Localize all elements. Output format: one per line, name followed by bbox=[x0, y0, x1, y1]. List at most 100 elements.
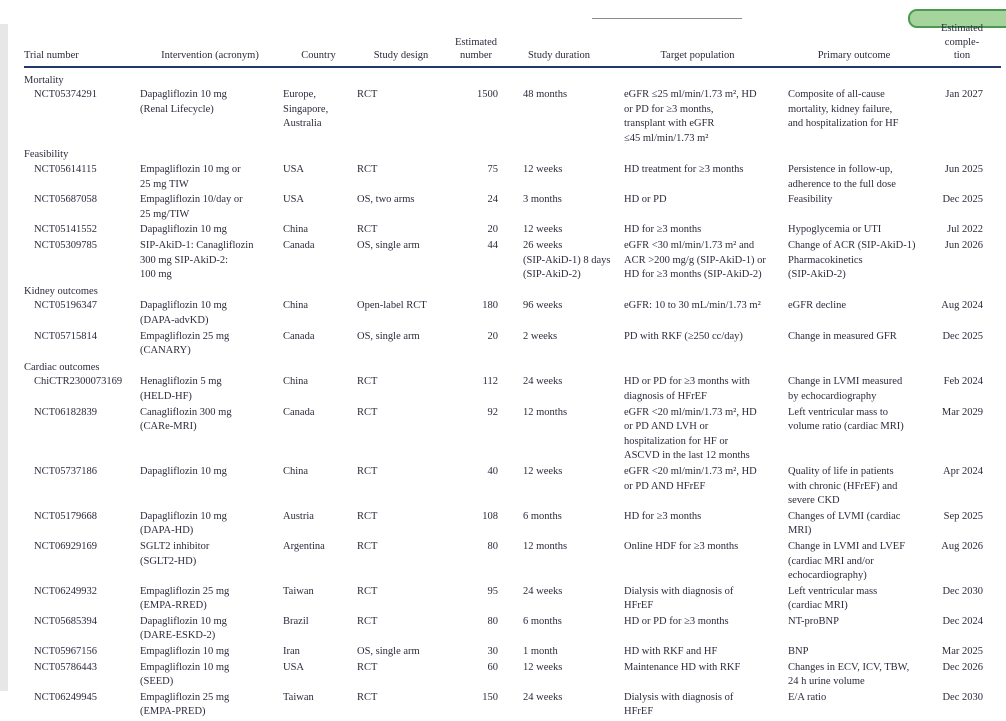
cell-intervention: Dapagliflozin 10 mg (DAPA-HD) bbox=[140, 510, 227, 537]
cell-trial-number: NCT05179668 bbox=[34, 510, 97, 522]
cell-trial-number: NCT05309785 bbox=[34, 240, 97, 252]
cell-intervention: Empagliflozin 25 mg (EMPA-RRED) bbox=[140, 585, 230, 612]
column-header-trial-number: Trial number bbox=[24, 50, 79, 61]
cell-country: USA bbox=[283, 164, 305, 176]
cell-country: Europe, Singapore, Australia bbox=[283, 89, 329, 130]
table-row: NCT05309785 SIP-AkiD-1: Canagliflozin 300… bbox=[24, 239, 1001, 283]
cell-country: Canada bbox=[283, 240, 315, 252]
cell-estimated-completion: Jul 2022 bbox=[947, 224, 983, 236]
cell-estimated-completion: Mar 2025 bbox=[941, 646, 983, 658]
cell-study-design: RCT bbox=[357, 615, 378, 627]
cell-country: China bbox=[283, 376, 309, 388]
cell-study-design: OS, single arm bbox=[357, 646, 420, 658]
section-label: Cardiac outcomes bbox=[24, 361, 100, 373]
cell-trial-number: NCT05715814 bbox=[34, 330, 97, 342]
cell-target-population: eGFR ≤25 ml/min/1.73 m², HD or PD for ≥3… bbox=[624, 89, 757, 144]
cell-country: Iran bbox=[283, 646, 300, 658]
cell-estimated-number: 30 bbox=[487, 646, 499, 658]
cell-estimated-completion: Dec 2026 bbox=[942, 661, 983, 673]
cell-study-design: RCT bbox=[357, 510, 378, 522]
cell-trial-number: NCT05196347 bbox=[34, 300, 97, 312]
cell-primary-outcome: Feasibility bbox=[788, 194, 833, 206]
cell-estimated-completion: Mar 2029 bbox=[941, 406, 983, 418]
cell-estimated-number: 180 bbox=[482, 300, 498, 312]
cell-trial-number: ChiCTR2300073169 bbox=[34, 376, 123, 388]
cell-country: Canada bbox=[283, 330, 315, 342]
cell-intervention: SGLT2 inhibitor (SGLT2-HD) bbox=[140, 540, 210, 567]
cell-target-population: Online HDF for ≥3 months bbox=[624, 540, 739, 552]
cell-estimated-number: 108 bbox=[482, 510, 498, 522]
page: Trial number Intervention (acronym) Countr… bbox=[0, 9, 1006, 718]
cell-target-population: Dialysis with diagnosis of HFrEF bbox=[624, 585, 734, 612]
column-header-country: Country bbox=[301, 50, 336, 61]
cell-study-design: OS, single arm bbox=[357, 240, 420, 252]
cell-estimated-completion: Jun 2026 bbox=[944, 240, 983, 252]
cell-estimated-number: 80 bbox=[487, 615, 499, 627]
cell-study-design: RCT bbox=[357, 376, 378, 388]
cell-country: Argentina bbox=[283, 540, 325, 552]
cell-target-population: HD or PD for ≥3 months with diagnosis of… bbox=[624, 376, 750, 402]
cell-study-duration: 6 months bbox=[523, 510, 562, 522]
cell-study-duration: 26 weeks (SIP-AkiD-1) 8 days (SIP-AkiD-2… bbox=[523, 240, 611, 281]
cell-trial-number: NCT06249932 bbox=[34, 585, 97, 597]
cell-trial-number: NCT05786443 bbox=[34, 661, 97, 673]
column-header-study-duration: Study duration bbox=[527, 50, 591, 61]
partial-top-rule bbox=[592, 18, 742, 19]
cell-intervention: Dapagliflozin 10 mg (DAPA-advKD) bbox=[140, 300, 227, 326]
table-row: NCT05179668 Dapagliflozin 10 mg (DAPA-HD)… bbox=[24, 510, 1001, 539]
section-label: Feasibility bbox=[24, 149, 69, 161]
cell-study-design: RCT bbox=[357, 89, 378, 101]
cell-intervention: SIP-AkiD-1: Canagliflozin 300 mg SIP-Aki… bbox=[140, 240, 254, 281]
cell-intervention: Dapagliflozin 10 mg (Renal Lifecycle) bbox=[140, 89, 227, 115]
cell-study-duration: 12 months bbox=[523, 540, 568, 552]
column-header-target-population: Target population bbox=[660, 50, 735, 61]
cell-study-duration: 12 weeks bbox=[523, 661, 563, 673]
cell-country: Canada bbox=[283, 406, 315, 418]
table-row: NCT05196347 Dapagliflozin 10 mg (DAPA-adv… bbox=[24, 299, 1001, 328]
cell-study-design: RCT bbox=[357, 691, 378, 703]
column-header-estimated-completion: Estimated comple- tion bbox=[941, 23, 983, 61]
cell-estimated-number: 40 bbox=[487, 465, 499, 477]
cell-study-design: RCT bbox=[357, 661, 378, 673]
cell-intervention: Empagliflozin 10 mg (SEED) bbox=[140, 661, 230, 688]
cell-study-design: RCT bbox=[357, 585, 378, 597]
cell-study-duration: 24 weeks bbox=[523, 376, 563, 388]
cell-target-population: eGFR <20 ml/min/1.73 m², HD or PD AND LV… bbox=[624, 406, 757, 462]
cell-target-population: HD or PD for ≥3 months bbox=[624, 615, 729, 627]
cell-intervention: Dapagliflozin 10 mg bbox=[140, 224, 227, 236]
trials-table: Trial number Intervention (acronym) Countr… bbox=[24, 22, 1001, 721]
cell-estimated-completion: Dec 2030 bbox=[942, 585, 983, 597]
cell-estimated-completion: Apr 2024 bbox=[943, 465, 983, 477]
cell-primary-outcome: Changes in ECV, ICV, TBW, 24 h urine vol… bbox=[788, 661, 910, 688]
cell-study-duration: 96 weeks bbox=[523, 300, 563, 312]
section-label: Mortality bbox=[24, 74, 64, 86]
cell-primary-outcome: Hypoglycemia or UTI bbox=[788, 224, 882, 236]
cell-estimated-number: 44 bbox=[487, 240, 499, 252]
cell-estimated-number: 24 bbox=[487, 194, 499, 206]
table-row: NCT05614115 Empagliflozin 10 mg or 25 mg … bbox=[24, 163, 1001, 192]
table-row: NCT05687058 Empagliflozin 10/day or 25 mg… bbox=[24, 193, 1001, 222]
cell-primary-outcome: BNP bbox=[788, 646, 809, 658]
cell-primary-outcome: Change of ACR (SIP-AkiD-1) Pharmacokinet… bbox=[788, 240, 916, 281]
cell-estimated-completion: Jun 2025 bbox=[944, 164, 983, 176]
cell-intervention: Henagliflozin 5 mg (HELD-HF) bbox=[140, 376, 222, 402]
cell-primary-outcome: Persistence in follow-up, adherence to t… bbox=[788, 164, 896, 190]
cell-study-duration: 6 months bbox=[523, 615, 562, 627]
cell-country: China bbox=[283, 224, 309, 236]
highlight-box bbox=[908, 9, 1006, 28]
cell-study-design: RCT bbox=[357, 164, 378, 176]
cell-estimated-completion: Dec 2030 bbox=[942, 691, 983, 703]
cell-primary-outcome: E/A ratio bbox=[788, 691, 827, 703]
table-row: NCT06182839 Canagliflozin 300 mg (CARe-MR… bbox=[24, 406, 1001, 464]
cell-estimated-completion: Dec 2025 bbox=[942, 330, 983, 342]
cell-study-design: OS, single arm bbox=[357, 330, 420, 342]
cell-country: USA bbox=[283, 194, 305, 206]
cell-primary-outcome: Quality of life in patients with chronic… bbox=[788, 465, 898, 507]
cell-estimated-completion: Jan 2027 bbox=[945, 89, 983, 101]
cell-study-duration: 12 weeks bbox=[523, 465, 563, 477]
cell-study-design: RCT bbox=[357, 465, 378, 477]
cell-intervention: Canagliflozin 300 mg (CARe-MRI) bbox=[140, 406, 232, 433]
cell-estimated-completion: Sep 2025 bbox=[943, 510, 983, 522]
cell-primary-outcome: Left ventricular mass to volume ratio (c… bbox=[788, 406, 904, 433]
cell-estimated-number: 75 bbox=[487, 164, 499, 176]
